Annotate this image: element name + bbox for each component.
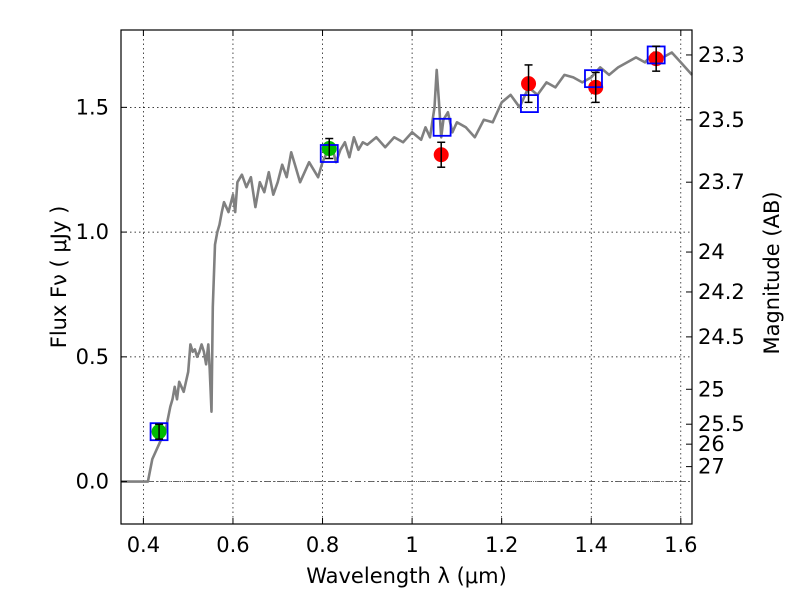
y-tick-label: 0.0 bbox=[76, 470, 109, 494]
data-marks bbox=[149, 45, 666, 442]
spectrum-line bbox=[121, 51, 693, 483]
x-tick-label: 1 bbox=[405, 533, 418, 557]
model-square bbox=[432, 117, 452, 137]
x-tick-label: 0.6 bbox=[216, 533, 249, 557]
right-tick-label: 26 bbox=[698, 432, 725, 456]
x-axis-label: Wavelength λ (μm) bbox=[306, 564, 507, 588]
grid-lines bbox=[121, 30, 692, 524]
x-tick-label: 1.6 bbox=[664, 533, 697, 557]
plot-frame bbox=[120, 29, 693, 525]
right-axis-label: Magnitude (AB) bbox=[760, 191, 784, 354]
right-tick-label: 23.7 bbox=[698, 170, 745, 194]
model-square bbox=[584, 69, 603, 89]
right-tick-label: 23.3 bbox=[698, 43, 745, 67]
right-tick-label: 24.5 bbox=[698, 325, 745, 349]
right-tick-label: 25 bbox=[698, 377, 725, 401]
right-tick-label: 24 bbox=[698, 240, 725, 264]
right-tick-label: 23.5 bbox=[698, 108, 745, 132]
y-tick-label: 1.5 bbox=[76, 95, 109, 119]
y-axis-label: Flux Fν ( μJy ) bbox=[47, 206, 71, 349]
right-tick-label: 25.5 bbox=[698, 412, 745, 436]
right-tick-label: 27 bbox=[698, 455, 725, 479]
model-square bbox=[520, 94, 539, 114]
model-square bbox=[149, 422, 169, 442]
x-tick-label: 0.8 bbox=[306, 533, 339, 557]
right-tick-label: 24.2 bbox=[698, 280, 745, 304]
x-tick-label: 1.2 bbox=[485, 533, 518, 557]
x-tick-label: 0.4 bbox=[127, 533, 160, 557]
y-tick-label: 1.0 bbox=[76, 220, 109, 244]
y-tick-label: 0.5 bbox=[76, 345, 109, 369]
x-tick-label: 1.4 bbox=[575, 533, 608, 557]
axis-ticks: 0.4 0.6 0.8 1 1.2 1.4 1.6 0.0 0.5 1.0 1.5 23.3 23.5 2… bbox=[76, 30, 745, 557]
